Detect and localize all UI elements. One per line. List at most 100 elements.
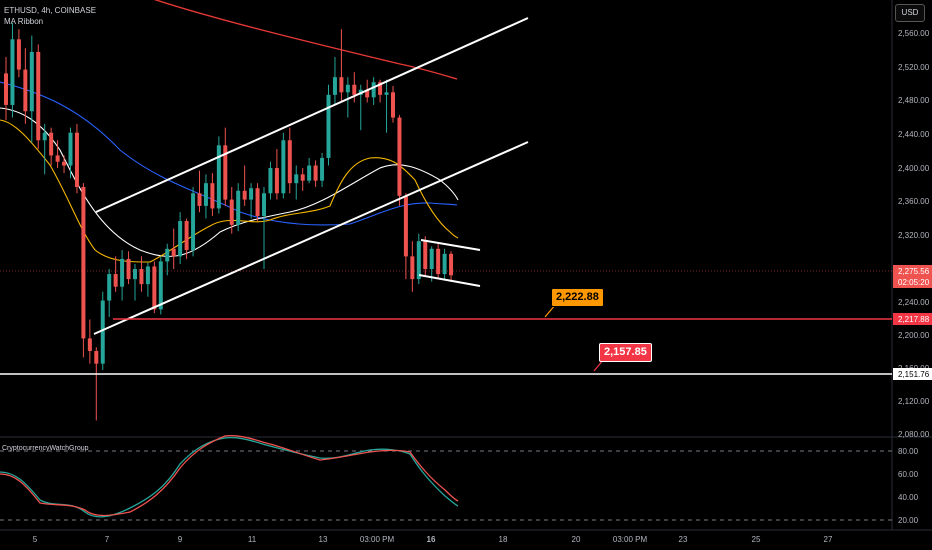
candle [326, 84, 331, 166]
support-2-label: 2,151.76 [898, 370, 930, 379]
candle [436, 243, 441, 280]
candle [255, 183, 260, 222]
indicator-title: MA Ribbon [4, 17, 44, 26]
candle [442, 248, 447, 280]
time-tick-label: 20 [572, 535, 581, 544]
osc-tick-label: 80.00 [898, 447, 919, 456]
drawings [0, 17, 892, 375]
candle [320, 152, 325, 187]
candle [74, 123, 79, 194]
ma-ribbon [0, 0, 459, 263]
candle [339, 29, 344, 103]
candle [203, 174, 208, 219]
price-tick-label: 2,440.00 [898, 130, 930, 139]
candle [313, 160, 318, 187]
callout-level-1[interactable]: 2,222.88 [551, 288, 604, 307]
price-tick-label: 2,480.00 [898, 96, 930, 105]
osc-green-line [0, 436, 459, 518]
callout-level-2[interactable]: 2,157.85 [599, 343, 652, 362]
channel-lower-line [93, 141, 529, 335]
time-tick-label: 03:00 PM [613, 535, 648, 544]
candle [152, 261, 157, 314]
candle [397, 115, 402, 206]
oscillator-axis[interactable]: 80.00 60.00 40.00 20.00 [898, 447, 919, 525]
time-tick-label: 25 [752, 535, 761, 544]
candle [345, 77, 350, 118]
ma-yellow-line [0, 119, 459, 263]
candle [4, 56, 8, 121]
candle [178, 212, 183, 264]
ma-red-line [153, 0, 458, 80]
price-tick-label: 2,360.00 [898, 197, 930, 206]
last-price-tag: 2,275.56 02:05:20 [893, 265, 932, 288]
candle [23, 48, 28, 124]
ma-blue-line [0, 81, 458, 226]
candle [42, 123, 47, 175]
time-tick-label: 11 [248, 535, 257, 544]
candle [449, 251, 454, 282]
support-1-tag: 2,217.88 [893, 313, 932, 325]
candle [236, 183, 241, 232]
candle [36, 44, 41, 150]
countdown-label: 02:05:20 [898, 278, 930, 287]
candle [94, 347, 99, 421]
candle [68, 127, 73, 179]
price-tick-label: 2,560.00 [898, 29, 930, 38]
time-tick-label: 5 [33, 535, 38, 544]
candle [281, 132, 286, 199]
price-tick-label: 2,400.00 [898, 164, 930, 173]
candle [262, 186, 266, 269]
candle [423, 236, 428, 276]
last-price-label: 2,275.56 [898, 267, 930, 276]
candle [294, 165, 299, 200]
candle [371, 77, 376, 105]
price-tick-label: 2,200.00 [898, 331, 930, 340]
time-tick-label: 18 [499, 535, 508, 544]
time-axis[interactable]: 5 7 9 11 13 03:00 PM 16 18 20 03:00 PM 23 25 27 [33, 535, 833, 544]
candle [10, 22, 15, 118]
candles [4, 22, 454, 421]
time-tick-label: 13 [319, 535, 328, 544]
candle [391, 86, 395, 123]
currency-button[interactable]: USD [895, 4, 925, 22]
candle [62, 155, 67, 174]
flag-lower-line [418, 274, 481, 287]
candle [210, 173, 215, 216]
osc-tick-label: 40.00 [898, 493, 919, 502]
candle [191, 186, 196, 257]
price-tick-label: 2,120.00 [898, 397, 930, 406]
time-tick-label: 27 [824, 535, 833, 544]
candle [300, 168, 305, 191]
candle [223, 127, 228, 206]
candle [49, 127, 54, 166]
candle [29, 35, 34, 143]
support-1-label: 2,217.88 [898, 315, 930, 324]
candle [120, 250, 125, 301]
candle [145, 262, 150, 297]
candle [249, 183, 254, 219]
candle [332, 56, 337, 105]
candle [133, 263, 137, 301]
candle [268, 161, 273, 200]
candle [216, 136, 221, 214]
oscillator-pane [0, 434, 892, 521]
price-tick-label: 2,320.00 [898, 231, 930, 240]
candle [352, 72, 357, 103]
candle [107, 269, 112, 317]
osc-tick-label: 60.00 [898, 470, 919, 479]
candle [16, 29, 21, 78]
candle [403, 193, 408, 280]
candle [171, 228, 176, 269]
candle [384, 79, 389, 133]
candle [307, 157, 312, 184]
candle [184, 218, 189, 259]
candle [87, 319, 92, 364]
candle [126, 251, 131, 285]
candle [113, 256, 118, 292]
candle [416, 233, 421, 285]
symbol-title: ETHUSD, 4h, COINBASE [4, 6, 97, 15]
candle [287, 127, 292, 194]
ma-white-line [0, 107, 459, 257]
time-tick-label: 7 [105, 535, 110, 544]
